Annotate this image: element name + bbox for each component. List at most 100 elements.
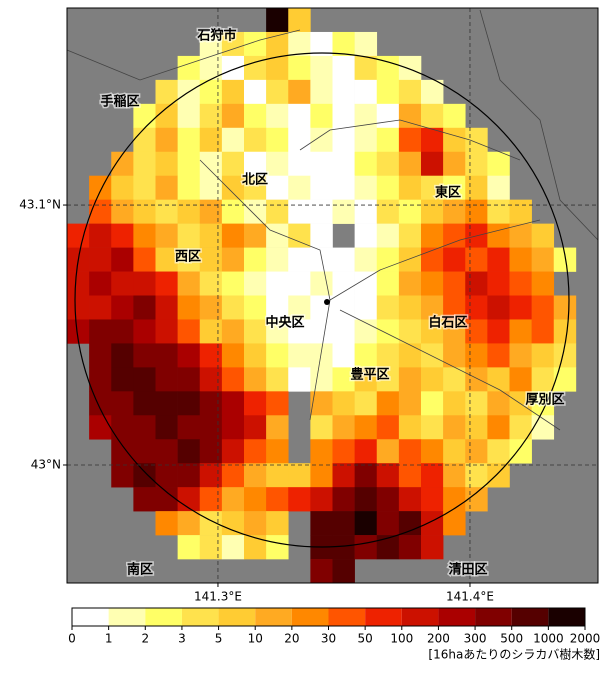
colorbar-unit: [16haあたりのシラカバ樹木数]	[428, 647, 600, 662]
cell	[221, 127, 245, 153]
cell	[310, 439, 333, 464]
cell	[244, 367, 267, 392]
cell	[487, 439, 510, 464]
cell	[199, 31, 223, 57]
cell	[487, 271, 510, 296]
cell	[354, 511, 378, 536]
cell	[443, 487, 466, 512]
cell	[398, 247, 422, 272]
colorbar-tick-label: 10	[248, 632, 263, 646]
cell	[67, 319, 90, 344]
place-label: 豊平区	[350, 367, 389, 383]
cell	[332, 247, 355, 272]
cell	[177, 223, 201, 248]
cell	[310, 127, 333, 153]
colorbar-bin	[365, 608, 402, 626]
cell	[376, 487, 400, 512]
cell	[354, 367, 378, 392]
cell	[177, 319, 201, 344]
cell	[421, 511, 444, 536]
cell	[155, 151, 178, 177]
y-tick-label: 43.1°N	[19, 198, 61, 212]
cell	[288, 295, 311, 320]
cell	[111, 343, 134, 368]
cell	[421, 175, 444, 200]
cell	[465, 415, 488, 440]
cell	[376, 175, 400, 200]
cell	[553, 247, 577, 272]
cell	[288, 127, 311, 153]
cell	[244, 199, 267, 224]
cell	[111, 391, 134, 416]
cell	[509, 343, 532, 368]
cell	[332, 391, 355, 416]
cell	[244, 223, 267, 248]
cell	[310, 487, 333, 512]
cell	[487, 175, 510, 200]
cell	[244, 535, 267, 560]
cell	[266, 367, 289, 392]
cell	[531, 343, 555, 368]
place-label: 東区	[435, 185, 461, 201]
colorbar-tick-label: 5	[215, 632, 223, 646]
boundary	[329, 219, 541, 301]
cell	[199, 415, 223, 440]
cell	[288, 463, 311, 488]
cell	[487, 247, 510, 272]
cell	[310, 463, 333, 488]
cell	[266, 535, 289, 560]
cell	[111, 199, 134, 224]
cell	[244, 103, 267, 129]
cell	[244, 439, 267, 464]
cell	[67, 295, 90, 320]
cell	[487, 151, 510, 177]
cell	[89, 247, 112, 272]
cell	[354, 463, 378, 488]
cell	[288, 8, 311, 33]
cell	[266, 127, 289, 153]
cell	[133, 391, 156, 416]
colorbar-bin	[181, 608, 219, 626]
cell	[244, 151, 267, 177]
cell	[332, 535, 355, 560]
cell	[177, 295, 201, 320]
cell	[266, 271, 289, 296]
cell	[177, 127, 201, 153]
cell	[310, 391, 333, 416]
cell	[487, 415, 510, 440]
cell	[266, 343, 289, 368]
colorbar-tick-label: 1	[105, 632, 113, 646]
colorbar-bin	[475, 608, 512, 626]
cell	[465, 295, 488, 320]
place-label: 手稲区	[100, 94, 139, 110]
cell	[288, 31, 311, 57]
cell	[332, 151, 355, 177]
cell	[266, 151, 289, 177]
cell	[443, 103, 466, 129]
cell	[221, 199, 245, 224]
cell	[376, 319, 400, 344]
cell	[354, 535, 378, 560]
cell	[332, 127, 355, 153]
cell	[199, 367, 223, 392]
cell	[421, 367, 444, 392]
cell	[310, 559, 333, 584]
cell	[244, 175, 267, 200]
cell	[266, 175, 289, 200]
cell	[89, 367, 112, 392]
cell	[266, 511, 289, 536]
cell	[133, 367, 156, 392]
cell	[398, 199, 422, 224]
cell	[487, 367, 510, 392]
cell	[310, 415, 333, 440]
cell	[310, 319, 333, 344]
cell	[244, 415, 267, 440]
cell	[111, 415, 134, 440]
cell	[509, 367, 532, 392]
cell	[89, 199, 112, 224]
cell	[133, 343, 156, 368]
cell	[288, 343, 311, 368]
cell	[199, 295, 223, 320]
cell	[155, 487, 178, 512]
cell	[398, 295, 422, 320]
